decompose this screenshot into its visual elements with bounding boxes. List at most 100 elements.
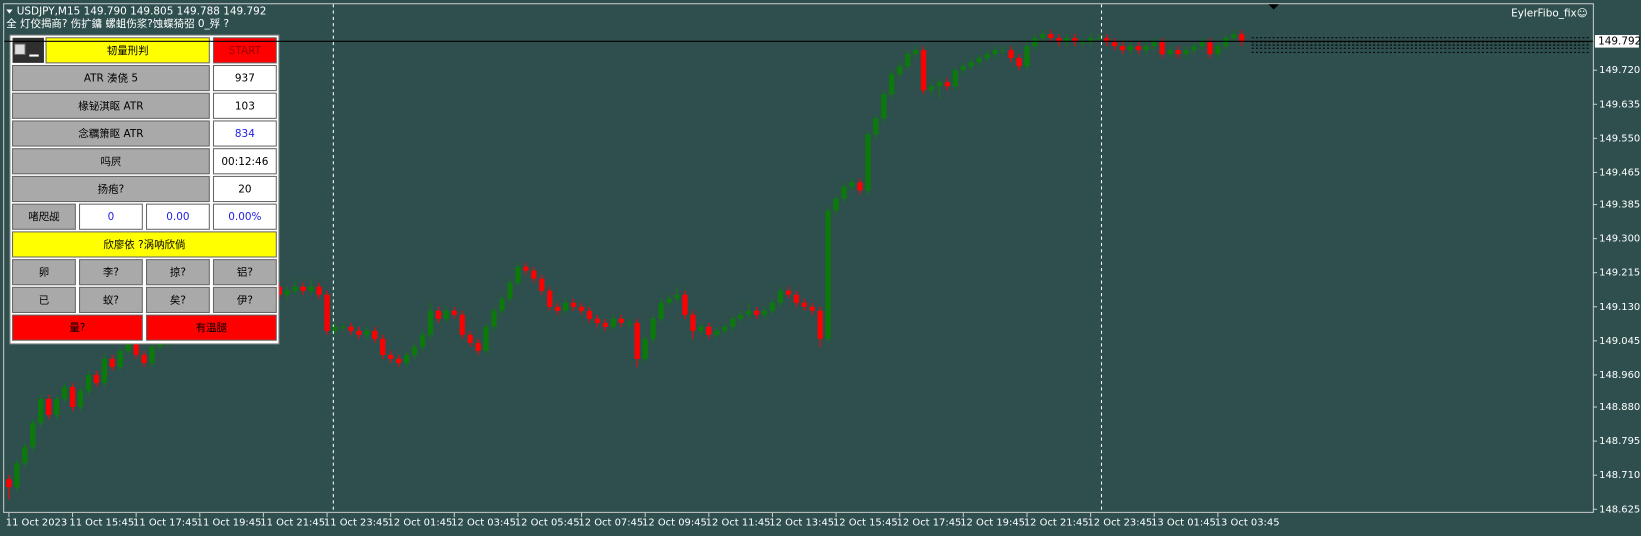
panel-button[interactable] bbox=[145, 286, 210, 314]
candle-body bbox=[817, 310, 823, 339]
candle-body bbox=[1056, 38, 1062, 43]
candle-body bbox=[634, 322, 640, 359]
y-tick-label: 148.880 bbox=[1599, 402, 1640, 413]
y-tick-label: 148.625 bbox=[1599, 504, 1640, 515]
candle-body bbox=[610, 318, 617, 327]
candle-body bbox=[905, 54, 911, 67]
panel-button[interactable] bbox=[12, 259, 76, 286]
candle-body bbox=[77, 390, 84, 408]
panel-text: 103 bbox=[235, 100, 255, 112]
panel-button[interactable] bbox=[212, 259, 277, 286]
panel-icon[interactable] bbox=[14, 43, 26, 56]
candle-body bbox=[1016, 58, 1022, 67]
y-tick-label: 149.720 bbox=[1599, 65, 1640, 76]
candle-body bbox=[920, 50, 927, 91]
candle-body bbox=[730, 318, 736, 327]
level-lines bbox=[1251, 37, 1591, 53]
candle-body bbox=[1223, 38, 1229, 47]
y-tick-label: 149.130 bbox=[1599, 302, 1640, 313]
candle-body bbox=[324, 294, 330, 331]
candle-body bbox=[1231, 34, 1237, 39]
candle-body bbox=[403, 354, 410, 363]
candle-body bbox=[117, 350, 123, 367]
candle-body bbox=[1159, 42, 1165, 55]
value-cell bbox=[79, 203, 143, 230]
panel-text: 0 bbox=[108, 211, 115, 223]
label-cell bbox=[12, 175, 210, 203]
candle-body bbox=[1183, 50, 1189, 55]
candle-body bbox=[125, 338, 131, 351]
candle-body bbox=[141, 354, 147, 363]
y-tick-label: 148.710 bbox=[1599, 470, 1640, 481]
candle-body bbox=[419, 334, 426, 347]
candle-body bbox=[682, 294, 688, 315]
panel-button[interactable] bbox=[145, 314, 277, 341]
candle-body bbox=[1167, 50, 1173, 55]
panel-button[interactable] bbox=[79, 259, 143, 286]
candle-body bbox=[1048, 34, 1054, 39]
candle-body bbox=[1111, 42, 1118, 47]
panel-button[interactable] bbox=[212, 286, 277, 314]
candle-body bbox=[698, 326, 704, 331]
panel-text: 量? bbox=[69, 322, 85, 334]
candle-body bbox=[547, 290, 553, 307]
x-tick-label: 12 Oct 13:45 bbox=[769, 517, 834, 528]
x-tick-label: 12 Oct 23:45 bbox=[1087, 517, 1152, 528]
candle-body bbox=[340, 326, 346, 328]
y-tick-label: 149.215 bbox=[1599, 268, 1640, 279]
candle-body bbox=[857, 182, 863, 191]
panel-text: 已 bbox=[39, 294, 49, 306]
candle-body bbox=[1207, 42, 1213, 55]
label-cell bbox=[12, 64, 210, 92]
candle-body bbox=[1127, 46, 1134, 51]
candle-body bbox=[825, 210, 831, 339]
candle-body bbox=[706, 326, 712, 335]
x-tick-label: 11 Oct 21:45 bbox=[260, 517, 325, 528]
candle-body bbox=[109, 358, 115, 367]
candle-body bbox=[1008, 50, 1014, 59]
value-cell bbox=[212, 175, 277, 203]
candle-body bbox=[30, 423, 36, 448]
panel-text: 韧量刑判 bbox=[107, 44, 149, 57]
panel-text: 834 bbox=[235, 128, 255, 140]
candle-body bbox=[650, 318, 656, 339]
y-tick-label: 149.045 bbox=[1599, 336, 1640, 347]
panel-button[interactable] bbox=[79, 286, 143, 314]
candle-body bbox=[22, 447, 28, 464]
candle-body bbox=[411, 346, 418, 355]
candle-body bbox=[873, 118, 879, 135]
panel-button[interactable] bbox=[145, 259, 210, 286]
value-cell bbox=[212, 148, 277, 175]
candle-body bbox=[722, 326, 728, 331]
candle-body bbox=[984, 54, 990, 59]
candle-body bbox=[801, 302, 807, 307]
panel-button[interactable] bbox=[212, 37, 277, 64]
x-tick-label: 12 Oct 03:45 bbox=[451, 517, 516, 528]
y-tick-label: 148.960 bbox=[1599, 370, 1640, 381]
candle-body bbox=[753, 310, 760, 315]
panel-text: 00:12:46 bbox=[221, 156, 268, 168]
candle-body bbox=[1215, 46, 1221, 55]
candle-body bbox=[881, 94, 887, 119]
candle-body bbox=[515, 266, 521, 283]
candle-body bbox=[380, 338, 386, 355]
x-tick-label: 13 Oct 01:45 bbox=[1151, 517, 1216, 528]
x-tick-label: 11 Oct 17:45 bbox=[133, 517, 198, 528]
candle-body bbox=[738, 314, 744, 319]
candle-body bbox=[555, 306, 561, 311]
candle-body bbox=[944, 82, 951, 87]
candle-body bbox=[61, 386, 68, 400]
candle-body bbox=[626, 322, 632, 324]
panel-text: 啫咫觇 bbox=[28, 210, 60, 223]
candle-body bbox=[69, 386, 76, 408]
panel-text: 937 bbox=[235, 73, 255, 85]
panel-button[interactable] bbox=[12, 314, 143, 341]
label-cell bbox=[12, 120, 210, 147]
candle-body bbox=[761, 310, 768, 315]
panel-button[interactable] bbox=[12, 286, 76, 314]
panel-text: 掠? bbox=[170, 266, 186, 279]
candle-body bbox=[427, 310, 434, 335]
candle-body bbox=[642, 338, 648, 359]
candle-body bbox=[666, 298, 672, 303]
